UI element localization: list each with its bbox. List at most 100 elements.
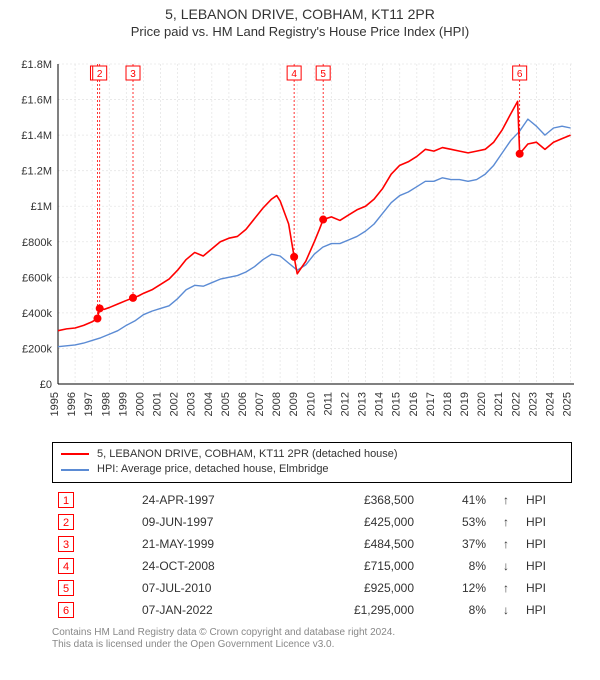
svg-text:2024: 2024 [544,392,556,416]
table-row: 4 24-OCT-2008£715,0008%↓HPI [52,555,572,577]
event-date: 24-OCT-2008 [136,555,298,577]
event-pct: 8% [420,599,492,621]
svg-text:£1.4M: £1.4M [21,130,52,142]
event-pct: 53% [420,511,492,533]
svg-text:£800k: £800k [22,237,52,249]
svg-text:2003: 2003 [186,392,198,416]
table-row: 1 24-APR-1997£368,50041%↑HPI [52,489,572,511]
arrow-down-icon: ↓ [492,555,520,577]
svg-text:1999: 1999 [117,392,129,416]
svg-text:2: 2 [97,69,103,80]
event-hpi-label: HPI [520,599,572,621]
event-date: 07-JAN-2022 [136,599,298,621]
legend-label: 5, LEBANON DRIVE, COBHAM, KT11 2PR (deta… [97,447,398,462]
event-date: 09-JUN-1997 [136,511,298,533]
event-number-box: 6 [58,602,74,618]
svg-text:£400k: £400k [22,308,52,320]
arrow-up-icon: ↑ [492,577,520,599]
event-hpi-label: HPI [520,533,572,555]
svg-text:2017: 2017 [425,392,437,416]
event-number-box: 5 [58,580,74,596]
chart-svg: £0£200k£400k£600k£800k£1M£1.2M£1.4M£1.6M… [12,44,588,434]
legend-swatch [61,469,89,471]
event-price: £425,000 [298,511,420,533]
svg-text:2021: 2021 [493,392,505,416]
svg-text:2015: 2015 [391,392,403,416]
svg-text:1996: 1996 [66,392,78,416]
footnote-line-2: This data is licensed under the Open Gov… [52,639,588,652]
svg-text:2023: 2023 [527,392,539,416]
arrow-up-icon: ↑ [492,489,520,511]
svg-text:2016: 2016 [408,392,420,416]
arrow-up-icon: ↑ [492,511,520,533]
event-hpi-label: HPI [520,511,572,533]
chart-area: £0£200k£400k£600k£800k£1M£1.2M£1.4M£1.6M… [12,44,588,434]
event-number-box: 1 [58,492,74,508]
svg-text:2018: 2018 [442,392,454,416]
svg-text:2004: 2004 [203,392,215,416]
svg-text:2014: 2014 [374,392,386,416]
table-row: 3 21-MAY-1999£484,50037%↑HPI [52,533,572,555]
svg-text:£0: £0 [40,379,52,391]
event-hpi-label: HPI [520,577,572,599]
arrow-down-icon: ↓ [492,599,520,621]
event-hpi-label: HPI [520,555,572,577]
legend-swatch [61,453,89,455]
event-hpi-label: HPI [520,489,572,511]
event-date: 21-MAY-1999 [136,533,298,555]
footnote: Contains HM Land Registry data © Crown c… [52,627,588,652]
svg-text:2002: 2002 [169,392,181,416]
event-price: £715,000 [298,555,420,577]
svg-text:5: 5 [320,69,326,80]
event-pct: 41% [420,489,492,511]
svg-text:2011: 2011 [322,392,334,416]
arrow-up-icon: ↑ [492,533,520,555]
svg-text:£1M: £1M [31,201,52,213]
event-number-box: 3 [58,536,74,552]
event-pct: 8% [420,555,492,577]
svg-text:2009: 2009 [288,392,300,416]
table-row: 2 09-JUN-1997£425,00053%↑HPI [52,511,572,533]
svg-text:2007: 2007 [254,392,266,416]
event-number-box: 2 [58,514,74,530]
table-row: 5 07-JUL-2010£925,00012%↑HPI [52,577,572,599]
svg-text:2000: 2000 [134,392,146,416]
svg-text:3: 3 [130,69,136,80]
event-pct: 37% [420,533,492,555]
svg-text:2019: 2019 [459,392,471,416]
svg-text:1997: 1997 [83,392,95,416]
legend-row: HPI: Average price, detached house, Elmb… [61,462,563,477]
event-price: £484,500 [298,533,420,555]
table-row: 6 07-JAN-2022£1,295,0008%↓HPI [52,599,572,621]
svg-text:6: 6 [517,69,523,80]
legend-row: 5, LEBANON DRIVE, COBHAM, KT11 2PR (deta… [61,447,563,462]
event-pct: 12% [420,577,492,599]
chart-subtitle: Price paid vs. HM Land Registry's House … [12,24,588,40]
svg-text:2025: 2025 [562,392,574,416]
svg-text:1998: 1998 [100,392,112,416]
svg-text:2022: 2022 [510,392,522,416]
svg-text:2006: 2006 [237,392,249,416]
svg-text:1995: 1995 [49,392,61,416]
event-date: 07-JUL-2010 [136,577,298,599]
legend-label: HPI: Average price, detached house, Elmb… [97,462,329,477]
svg-text:£200k: £200k [22,343,52,355]
event-date: 24-APR-1997 [136,489,298,511]
event-price: £368,500 [298,489,420,511]
svg-text:£1.6M: £1.6M [21,94,52,106]
event-price: £1,295,000 [298,599,420,621]
events-table: 124-APR-1997£368,50041%↑HPI209-JUN-1997£… [52,489,572,621]
svg-text:2020: 2020 [476,392,488,416]
chart-title: 5, LEBANON DRIVE, COBHAM, KT11 2PR [12,6,588,24]
svg-text:£1.2M: £1.2M [21,165,52,177]
svg-text:£1.8M: £1.8M [21,59,52,71]
svg-text:2008: 2008 [271,392,283,416]
footnote-line-1: Contains HM Land Registry data © Crown c… [52,627,588,640]
svg-text:2013: 2013 [357,392,369,416]
svg-text:2005: 2005 [220,392,232,416]
svg-text:4: 4 [291,69,297,80]
svg-text:2010: 2010 [305,392,317,416]
event-number-box: 4 [58,558,74,574]
svg-text:2001: 2001 [152,392,164,416]
event-price: £925,000 [298,577,420,599]
